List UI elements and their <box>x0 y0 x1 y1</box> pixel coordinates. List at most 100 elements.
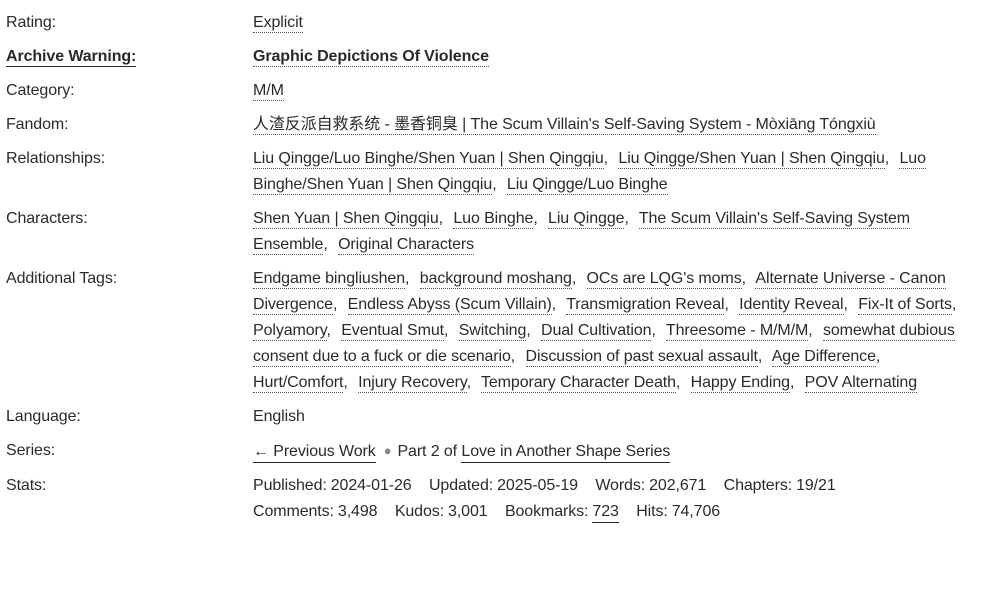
archive-warning-row: Archive Warning: Graphic Depictions Of V… <box>6 44 990 70</box>
stat-updated-value: 2025-05-19 <box>497 477 578 494</box>
tag-separator: , <box>884 150 890 167</box>
tag-separator: , <box>323 236 328 253</box>
rating-tag-link[interactable]: Explicit <box>253 14 303 33</box>
stat-updated: Updated: 2025-05-19 <box>429 477 578 494</box>
additional-tags-value: Endgame bingliushen, background moshang,… <box>253 266 990 396</box>
bookmarks-count-link[interactable]: 723 <box>592 503 619 523</box>
additional-tag-link[interactable]: Transmigration Reveal <box>566 296 725 315</box>
rating-row: Rating: Explicit <box>6 10 990 36</box>
additional-tag-link[interactable]: Happy Ending <box>690 374 790 393</box>
tag-separator: , <box>551 296 557 313</box>
stat-bookmarks: Bookmarks: 723 <box>504 503 619 523</box>
tag-separator: , <box>875 348 881 365</box>
stat-words-value: 202,671 <box>649 477 707 494</box>
category-value: M/M <box>253 78 990 104</box>
characters-label: Characters: <box>6 210 88 227</box>
character-tag-link[interactable]: Liu Qingge <box>548 210 625 229</box>
category-label: Category: <box>6 82 75 99</box>
tag-separator: , <box>332 296 338 313</box>
stat-chapters: Chapters: 19/21 <box>724 477 836 494</box>
tag-separator: , <box>438 210 443 227</box>
fandom-label: Fandom: <box>6 116 69 133</box>
stat-comments: Comments: 3,498 <box>253 503 378 520</box>
additional-tag-link[interactable]: Identity Reveal <box>739 296 844 315</box>
archive-warning-label: Archive Warning: <box>6 44 253 70</box>
relationship-tag-link[interactable]: Liu Qingge/Shen Yuan | Shen Qingqiu <box>618 150 885 169</box>
additional-tag-link[interactable]: Injury Recovery <box>358 374 467 393</box>
series-row: Series: ← Previous Work ● Part 2 of Love i… <box>6 438 990 465</box>
fandom-value: 人渣反派自救系统 - 墨香铜臭 | The Scum Villain's Sel… <box>253 112 990 138</box>
additional-tag-link[interactable]: Switching <box>458 322 527 341</box>
stat-hits-value: 74,706 <box>671 503 721 520</box>
additional-tag-link[interactable]: Alternate Universe - Canon Divergence <box>253 270 946 315</box>
category-row: Category: M/M <box>6 78 990 104</box>
additional-tag-link[interactable]: Eventual Smut <box>341 322 444 341</box>
character-tag-link[interactable]: Luo Binghe <box>453 210 534 229</box>
tag-separator: , <box>510 348 516 365</box>
additional-tags-label: Additional Tags: <box>6 270 118 287</box>
series-name-link[interactable]: Love in Another Shape Series <box>461 443 670 463</box>
tag-separator: , <box>492 176 497 193</box>
tag-separator: , <box>603 150 609 167</box>
additional-tag-link[interactable]: Threesome - M/M/M <box>665 322 809 341</box>
fandom-tag-link[interactable]: 人渣反派自救系统 - 墨香铜臭 | The Scum Villain's Sel… <box>253 116 876 135</box>
additional-tag-link[interactable]: Endgame bingliushen <box>253 270 405 289</box>
tag-separator: , <box>808 322 813 339</box>
stat-words: Words: 202,671 <box>595 477 706 494</box>
stat-words-label: Words: <box>595 477 646 494</box>
tag-separator: , <box>843 296 848 313</box>
tag-separator: , <box>789 374 795 391</box>
tag-separator: , <box>724 296 729 313</box>
series-label: Series: <box>6 442 56 459</box>
stats-value: Published: 2024-01-26 Updated: 2025-05-19 … <box>253 473 990 525</box>
stats-row: Stats: Published: 2024-01-26 Updated: 2025… <box>6 473 990 525</box>
additional-tag-link[interactable]: OCs are LQG's moms <box>586 270 742 289</box>
stat-updated-label: Updated: <box>428 477 494 494</box>
character-tag-link[interactable]: Original Characters <box>338 236 475 255</box>
additional-tag-link[interactable]: somewhat dubious consent due to a fuck o… <box>253 322 955 367</box>
characters-value: Shen Yuan | Shen Qingqiu, Luo Binghe, Li… <box>253 206 990 258</box>
tag-separator: , <box>571 270 577 287</box>
tag-separator: , <box>651 322 656 339</box>
additional-tag-link[interactable]: Hurt/Comfort <box>253 374 344 393</box>
relationship-tag-link[interactable]: Luo Binghe/Shen Yuan | Shen Qingqiu <box>253 150 926 195</box>
stat-hits-label: Hits: <box>636 503 668 520</box>
rating-label: Rating: <box>6 14 56 31</box>
stat-bookmarks-label: Bookmarks: <box>504 503 589 520</box>
additional-tag-link[interactable]: Discussion of past sexual assault <box>525 348 758 367</box>
category-tag-link[interactable]: M/M <box>253 82 284 101</box>
previous-work-link[interactable]: ← Previous Work <box>253 443 376 463</box>
tag-separator: , <box>343 374 348 391</box>
stat-kudos-value: 3,001 <box>448 503 488 520</box>
stat-kudos: Kudos: 3,001 <box>395 503 488 520</box>
additional-tag-link[interactable]: background moshang <box>419 270 572 289</box>
additional-tag-link[interactable]: Dual Cultivation <box>541 322 652 341</box>
characters-row: Characters: Shen Yuan | Shen Qingqiu, Lu… <box>6 206 990 258</box>
stat-chapters-label: Chapters: <box>723 477 793 494</box>
rating-value: Explicit <box>253 10 990 36</box>
archive-warning-tag-link[interactable]: Graphic Depictions Of Violence <box>253 48 489 67</box>
tag-separator: , <box>326 322 331 339</box>
language-value: English <box>253 408 305 425</box>
character-tag-link[interactable]: The Scum Villain's Self-Saving System En… <box>253 210 911 255</box>
stat-comments-label: Comments: <box>253 503 334 520</box>
relationship-tag-link[interactable]: Liu Qingge/Luo Binghe <box>506 176 668 195</box>
relationships-label: Relationships: <box>6 150 106 167</box>
relationship-tag-link[interactable]: Liu Qingge/Luo Binghe/Shen Yuan | Shen Q… <box>253 150 604 169</box>
character-tag-link[interactable]: Shen Yuan | Shen Qingqiu <box>253 210 439 229</box>
additional-tag-link[interactable]: Age Difference <box>771 348 876 367</box>
stat-comments-value: 3,498 <box>337 503 378 520</box>
tag-separator: , <box>757 348 763 365</box>
stat-kudos-label: Kudos: <box>394 503 445 520</box>
additional-tag-link[interactable]: Fix-It of Sorts <box>858 296 952 315</box>
additional-tag-link[interactable]: Endless Abyss (Scum Villain) <box>347 296 552 315</box>
archive-warning-label-text: Archive Warning: <box>6 48 137 67</box>
stat-hits: Hits: 74,706 <box>636 503 720 520</box>
series-part-text: Part 2 of <box>397 443 458 460</box>
stat-published-label: Published: <box>253 477 327 494</box>
additional-tag-link[interactable]: Temporary Character Death <box>480 374 676 393</box>
additional-tag-link[interactable]: POV Alternating <box>804 374 918 393</box>
fandom-row: Fandom: 人渣反派自救系统 - 墨香铜臭 | The Scum Villa… <box>6 112 990 138</box>
additional-tag-link[interactable]: Polyamory <box>253 322 327 341</box>
